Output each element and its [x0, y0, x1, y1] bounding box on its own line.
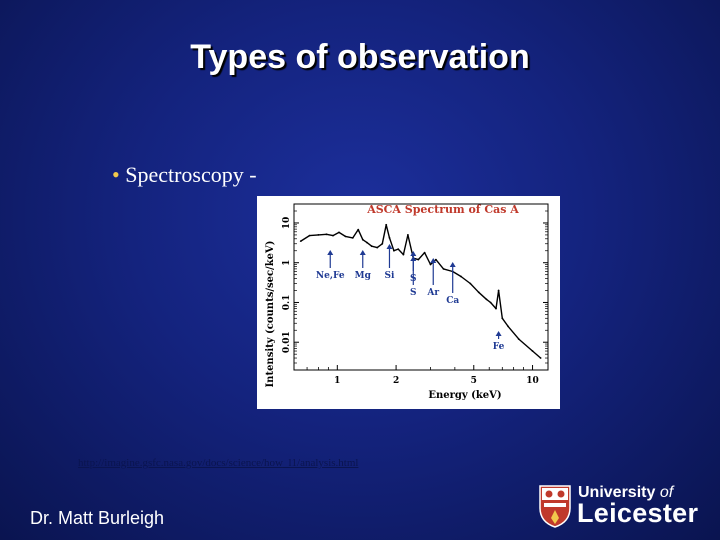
spectrum-chart: ASCA Spectrum of Cas A Energy (keV) Inte…: [257, 196, 560, 409]
spectrum-point: [388, 237, 391, 239]
bullet-text: Spectroscopy -: [125, 162, 257, 187]
spectrum-series: [299, 223, 542, 359]
y-tick-label: 0.01: [282, 331, 292, 353]
spectrum-point: [357, 228, 360, 231]
spectrum-point: [338, 231, 340, 234]
plot-frame: [293, 203, 549, 371]
spectrum-point: [361, 238, 364, 241]
spectrum-point: [469, 282, 472, 285]
spectrum-point: [517, 338, 520, 340]
slide-title: Types of observation: [190, 38, 530, 76]
x-axis-label: Energy (keV): [428, 390, 501, 401]
spectrum-point: [397, 248, 400, 250]
spectrum-point: [539, 357, 542, 359]
spectrum-point: [501, 317, 504, 320]
spectrum-point: [317, 234, 320, 236]
annotation-arrowhead: [449, 262, 456, 267]
annotation-label: Fe: [493, 342, 505, 352]
annotation-arrowhead: [430, 258, 437, 263]
spectrum-point: [366, 241, 368, 244]
spectrum-point: [429, 263, 432, 266]
annotation-label: Si: [385, 271, 395, 281]
spectrum-point: [460, 275, 462, 278]
annotation-label: Ne,Fe: [316, 271, 345, 281]
annotation-label: Mg: [355, 271, 372, 281]
chart-title: ASCA Spectrum of Cas A: [366, 203, 519, 216]
spectrum-point: [370, 245, 373, 248]
spectrum-point: [507, 325, 509, 328]
spectrum-point: [435, 258, 437, 261]
spectrum-point: [442, 268, 445, 270]
spectrum-point: [308, 234, 311, 237]
spectrum-point: [325, 233, 328, 236]
annotation-arrowhead: [327, 250, 334, 255]
spectrum-point: [381, 242, 384, 245]
source-link[interactable]: http://imagine.gsfc.nasa.gov/docs/scienc…: [78, 457, 359, 469]
annotation-arrowhead: [410, 251, 417, 256]
spectrum-point: [495, 307, 497, 310]
logo-university-text: University of: [578, 484, 674, 501]
y-tick-label: 10: [282, 217, 292, 230]
y-axis-label: Intensity (counts/sec/keV): [265, 241, 276, 388]
university-logo: University of Leicester: [538, 484, 708, 530]
spectrum-point: [477, 291, 480, 294]
x-tick-label: 10: [526, 376, 539, 386]
spectrum-point: [489, 301, 492, 304]
annotation-label: Ar: [426, 288, 439, 298]
spectrum-point: [393, 249, 395, 252]
spectrum-point: [407, 234, 409, 236]
bullet-mark: •: [112, 162, 120, 187]
y-tick-label: 1: [282, 260, 292, 266]
annotation-arrowhead: [495, 331, 502, 336]
y-tick-label: 0.1: [282, 295, 292, 311]
spectrum-line: [300, 224, 542, 359]
annotation-label: Ca: [446, 296, 459, 306]
y-axis-ticks: 0.01 0.1 1 10: [282, 210, 548, 364]
spectrum-point: [385, 223, 388, 226]
x-tick-label: 2: [393, 376, 399, 386]
annotation-arrowhead: [386, 244, 393, 249]
spectrum-point: [497, 289, 500, 292]
spectrum-point: [417, 258, 420, 261]
crest-icon: [539, 485, 571, 528]
bullet-item: • Spectroscopy -: [112, 162, 257, 188]
author-name: Dr. Matt Burleigh: [30, 508, 165, 528]
x-tick-label: 1: [334, 376, 340, 386]
spectrum-point: [376, 246, 379, 249]
spectrum-point: [485, 298, 488, 301]
spectrum-point: [531, 350, 534, 352]
annotation-arrowhead: [359, 250, 366, 255]
spectrum-point: [423, 251, 426, 254]
spectrum-point: [299, 240, 302, 242]
spectrum-point: [344, 235, 347, 238]
annotation-arrowhead: [410, 256, 417, 261]
spectrum-point: [332, 234, 334, 237]
annotation-label: S: [410, 288, 417, 298]
spectrum-chart-svg: ASCA Spectrum of Cas A Energy (keV) Inte…: [265, 203, 549, 401]
spectrum-point: [351, 237, 354, 239]
logo-leicester-text: Leicester: [577, 498, 699, 528]
x-axis-ticks: 1 2 5 10: [306, 365, 539, 386]
spectrum-point: [402, 253, 405, 256]
x-tick-label: 5: [471, 376, 477, 386]
line-annotations: Ne,FeMgSiSSArCaFe: [316, 244, 505, 352]
